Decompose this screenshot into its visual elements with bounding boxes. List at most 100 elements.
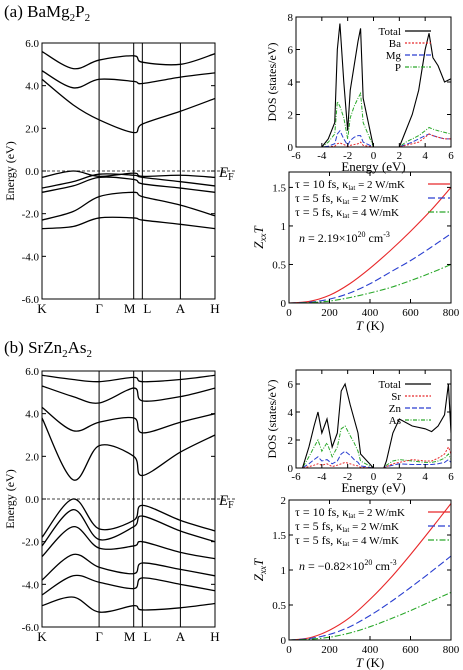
- band-line: [42, 78, 215, 134]
- legend-label: P: [395, 62, 401, 74]
- band-line: [42, 191, 215, 221]
- band-line: [42, 216, 215, 230]
- y-tick-label: 1: [281, 565, 287, 577]
- x-tick-label: 800: [443, 307, 460, 319]
- zt-series-1: [288, 503, 452, 641]
- fermi-level-label: EF: [218, 165, 234, 183]
- y-tick-label: 2.0: [25, 451, 39, 463]
- y-axis-label: DOS (states/eV): [265, 43, 279, 122]
- y-axis-label: ZxxT: [251, 226, 268, 249]
- x-tick-label: 2: [397, 471, 403, 483]
- x-tick-label: 400: [362, 644, 379, 656]
- y-tick-label: 0.0: [25, 494, 39, 506]
- carrier-density-label: n = −0.82×1020 cm-3: [299, 558, 397, 573]
- zt-series-2: [288, 233, 452, 304]
- band-structure-b: EF 6.0 4.0 2.0 0.0 -2.0 -4.0 -6.0K Γ M L A H Energy (…: [3, 366, 237, 644]
- legend-label: Mg: [386, 50, 402, 62]
- x-tick-label: 800: [443, 644, 460, 656]
- x-tick-label: 2: [397, 150, 403, 162]
- x-tick-label: 0: [371, 471, 377, 483]
- kpoint-label: Γ: [95, 301, 103, 316]
- fermi-level-label: EF: [218, 493, 234, 511]
- kpoint-label: Γ: [95, 629, 103, 644]
- x-tick-label: 0: [371, 150, 377, 162]
- y-axis-label: ZxxT: [251, 558, 268, 581]
- y-tick-label: -2.0: [22, 537, 40, 549]
- y-axis-label: DOS (states/eV): [265, 380, 279, 459]
- x-tick-label: 6: [448, 471, 454, 483]
- zt-series-3: [288, 263, 452, 304]
- dos-series-zn: [296, 450, 451, 468]
- dos-plot-b: -6 -4 -2 0 2 4 6 0 2 4 6 Energy (eV) DOS (states/eV)…: [265, 369, 454, 495]
- y-axis-label: Energy (eV): [3, 141, 17, 200]
- y-tick-label: 8: [288, 12, 294, 24]
- legend-label: τ = 5 fs, κlat = 4 W/mK: [295, 205, 399, 220]
- band-line: [42, 574, 215, 596]
- zt-series-3: [288, 591, 452, 641]
- legend-label: Ba: [389, 38, 401, 50]
- y-tick-label: 2.0: [25, 123, 39, 135]
- legend-label: τ = 5 fs, κlat = 2 W/mK: [295, 191, 399, 206]
- y-tick-label: 6.0: [25, 366, 39, 378]
- y-tick-label: 2: [288, 110, 294, 122]
- legend-label: τ = 10 fs, κlat = 2 W/mK: [295, 505, 405, 520]
- x-tick-label: -4: [317, 150, 327, 162]
- band-line: [42, 553, 215, 581]
- dos-curves: [296, 382, 451, 468]
- band-line: [42, 509, 215, 547]
- band-line: [42, 417, 215, 481]
- x-tick-label: -6: [291, 471, 301, 483]
- kpoint-label: K: [37, 301, 47, 316]
- zt-plot-b: 0 200 400 600 800 0 0.5 1 1.5 2 T (K) ZxxT τ = 10 fs…: [251, 495, 460, 670]
- x-tick-label: -6: [291, 150, 301, 162]
- y-tick-label: -4.0: [22, 251, 40, 263]
- dos-series-total: [296, 382, 451, 468]
- y-tick-label: -6.0: [22, 294, 40, 306]
- legend-label: As: [389, 415, 401, 427]
- y-tick-label: 0: [281, 635, 287, 647]
- band-curves: [42, 50, 215, 230]
- y-tick-label: 0: [281, 298, 287, 310]
- y-tick-label: 0.0: [25, 166, 39, 178]
- panel-b-title: (b) SrZn2As2: [4, 338, 92, 360]
- legend-label: Total: [379, 26, 401, 38]
- kpoint-label: H: [210, 301, 219, 316]
- kpoint-label: M: [124, 629, 136, 644]
- y-tick-label: 4: [288, 77, 294, 89]
- y-tick-label: -6.0: [22, 622, 40, 634]
- band-line: [42, 374, 215, 383]
- legend-label: Sr: [391, 391, 401, 403]
- zt-series-1: [288, 187, 452, 304]
- band-line: [42, 176, 215, 193]
- x-tick-label: 0: [286, 644, 292, 656]
- y-tick-label: 6.0: [25, 38, 39, 50]
- y-tick-label: 4.0: [25, 409, 39, 421]
- dos-series-sr: [296, 445, 451, 468]
- band-line: [42, 526, 215, 560]
- x-tick-label: 600: [402, 644, 419, 656]
- kpoint-label: H: [210, 629, 219, 644]
- y-tick-label: 1: [281, 221, 287, 233]
- y-tick-label: 6: [288, 45, 294, 57]
- x-tick-label: 4: [422, 471, 428, 483]
- kpoint-label: A: [176, 629, 186, 644]
- dos-series-ba: [296, 133, 451, 147]
- carrier-density-label: n = 2.19×1020 cm-3: [299, 230, 390, 245]
- y-tick-label: 6: [288, 379, 294, 391]
- dos-plot-a: -6 -4 -2 0 2 4 6 0 2 4 6 8 Energy (eV) DOS (states/eV…: [265, 12, 454, 174]
- y-tick-label: 0.5: [272, 600, 286, 612]
- y-tick-label: 2: [288, 435, 294, 447]
- x-axis-label: T (K): [356, 318, 385, 333]
- x-tick-label: -4: [317, 471, 327, 483]
- band-structure-a: EF 6.0 4.0 2.0 0.0 -2.0 -4.0 -6.0K Γ M L A H Energy (…: [3, 38, 237, 316]
- x-tick-label: 0: [286, 307, 292, 319]
- legend-label: Total: [379, 379, 401, 391]
- band-line: [42, 170, 215, 179]
- legend-label: τ = 5 fs, κlat = 2 W/mK: [295, 519, 399, 534]
- x-tick-label: 200: [321, 307, 338, 319]
- x-tick-label: 400: [362, 307, 379, 319]
- legend-label: τ = 10 fs, κlat = 2 W/mK: [295, 177, 405, 192]
- dos-series-mg: [296, 129, 451, 147]
- legend-label: Zn: [389, 403, 402, 415]
- x-tick-label: -2: [343, 150, 352, 162]
